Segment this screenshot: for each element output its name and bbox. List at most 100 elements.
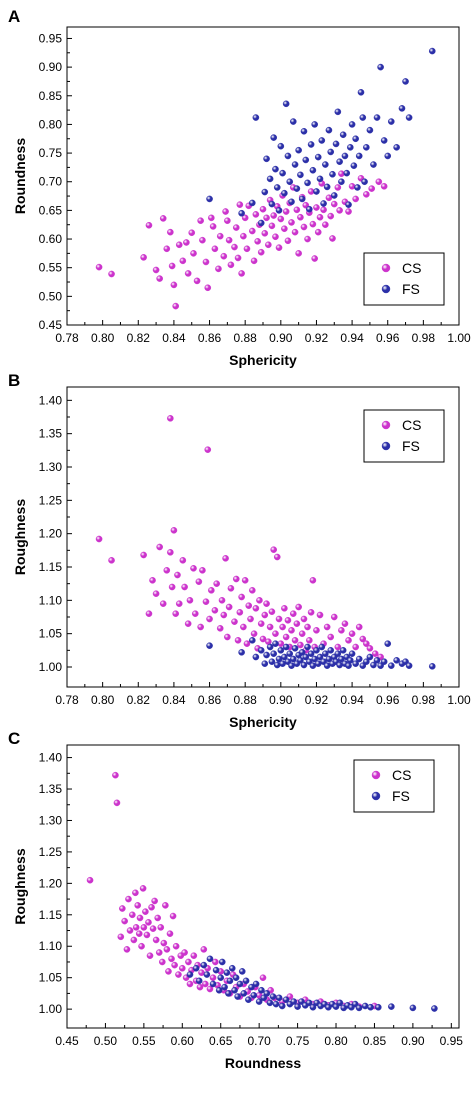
- y-tick-label: 0.70: [39, 175, 63, 189]
- x-tick-label: 0.45: [55, 1034, 79, 1048]
- data-point-fs: [200, 961, 208, 969]
- data-point-cs: [241, 214, 249, 222]
- data-point-cs: [117, 933, 125, 941]
- data-point-fs: [313, 188, 320, 195]
- data-point-cs: [211, 607, 219, 614]
- data-point-fs: [330, 192, 338, 199]
- data-point-fs: [289, 655, 297, 663]
- data-point-cs: [197, 217, 204, 224]
- legend-label-cs: CS: [402, 260, 421, 276]
- x-tick-label: 0.50: [94, 1034, 118, 1048]
- legend-label-cs: CS: [392, 767, 411, 783]
- data-point-fs: [258, 986, 265, 994]
- y-tick-label: 1.00: [39, 1002, 63, 1016]
- data-point-fs: [290, 998, 298, 1005]
- x-tick-label: 0.94: [340, 693, 364, 707]
- data-point-fs: [225, 990, 232, 997]
- data-point-fs: [334, 108, 342, 116]
- data-point-cs: [178, 964, 186, 972]
- data-point-fs: [250, 991, 258, 999]
- data-point-cs: [152, 590, 160, 597]
- x-tick-label: 0.82: [127, 331, 151, 345]
- data-point-cs: [234, 254, 242, 262]
- data-point-cs: [129, 911, 136, 919]
- x-tick-label: 0.96: [376, 693, 400, 707]
- data-point-cs: [167, 415, 174, 422]
- y-tick-label: 1.15: [39, 908, 63, 922]
- data-point-fs: [203, 971, 211, 978]
- data-point-cs: [216, 625, 224, 632]
- data-point-fs: [304, 179, 311, 187]
- data-point-cs: [355, 623, 363, 631]
- data-point-cs: [202, 598, 210, 605]
- data-point-cs: [183, 239, 190, 246]
- y-axis-title: Roughness: [12, 499, 28, 575]
- y-tick-label: 1.15: [39, 560, 63, 574]
- data-point-fs: [238, 968, 246, 975]
- data-point-cs: [130, 936, 138, 944]
- data-point-cs: [259, 635, 267, 643]
- data-point-cs: [341, 620, 349, 627]
- data-point-cs: [95, 263, 103, 271]
- data-point-fs: [320, 200, 327, 207]
- data-point-fs: [318, 137, 326, 144]
- data-point-fs: [309, 1003, 317, 1011]
- data-point-fs: [316, 653, 324, 661]
- x-tick-label: 0.82: [127, 693, 151, 707]
- legend-marker-cs: [381, 263, 391, 273]
- data-point-fs: [192, 964, 200, 972]
- data-point-fs: [263, 990, 271, 997]
- x-tick-label: 0.80: [91, 331, 115, 345]
- data-point-cs: [166, 930, 174, 937]
- data-point-fs: [307, 650, 315, 657]
- data-point-cs: [289, 610, 297, 617]
- data-point-fs: [257, 219, 265, 227]
- x-axis-title: Sphericity: [229, 352, 297, 368]
- data-point-cs: [140, 924, 148, 931]
- legend-box: [363, 252, 445, 306]
- data-point-fs: [245, 996, 252, 1004]
- data-point-cs: [293, 620, 301, 627]
- data-point-fs: [345, 201, 352, 208]
- data-point-fs: [221, 983, 228, 991]
- data-point-cs: [256, 597, 263, 604]
- data-point-fs: [270, 650, 277, 657]
- data-point-cs: [175, 971, 182, 978]
- x-tick-label: 0.90: [269, 693, 293, 707]
- data-point-fs: [405, 114, 413, 121]
- data-point-fs: [302, 653, 310, 661]
- panel-label: C: [8, 729, 20, 748]
- data-point-cs: [172, 302, 179, 310]
- data-point-cs: [281, 605, 288, 612]
- panel-a: A 0.78 0.80 0.82 0.84 0.86 0.88 0.90 0.92 0.94 0.9…: [8, 7, 471, 368]
- data-point-cs: [165, 968, 172, 975]
- data-point-cs: [238, 593, 245, 601]
- data-point-fs: [234, 993, 241, 1000]
- data-point-fs: [288, 198, 295, 206]
- data-point-cs: [309, 577, 317, 584]
- data-point-cs: [371, 650, 379, 657]
- data-point-fs: [218, 958, 226, 966]
- data-point-cs: [199, 236, 206, 244]
- data-point-fs: [343, 169, 351, 177]
- data-point-fs: [249, 199, 256, 207]
- data-point-cs: [156, 275, 163, 282]
- data-point-cs: [334, 184, 342, 191]
- data-point-cs: [159, 958, 166, 966]
- data-point-cs: [348, 183, 356, 190]
- data-point-fs: [217, 974, 225, 981]
- data-point-cs: [159, 215, 167, 222]
- data-point-cs: [334, 643, 342, 651]
- data-point-fs: [352, 660, 359, 667]
- data-point-cs: [224, 633, 231, 641]
- data-point-cs: [279, 623, 286, 631]
- data-point-cs: [190, 250, 197, 257]
- data-point-fs: [206, 642, 213, 649]
- x-tick-label: 0.75: [286, 1034, 310, 1048]
- data-point-fs: [261, 660, 269, 667]
- y-tick-label: 1.10: [39, 939, 63, 953]
- y-tick-label: 1.30: [39, 460, 63, 474]
- data-point-fs: [316, 175, 324, 183]
- data-point-cs: [295, 603, 302, 611]
- data-point-fs: [272, 165, 279, 173]
